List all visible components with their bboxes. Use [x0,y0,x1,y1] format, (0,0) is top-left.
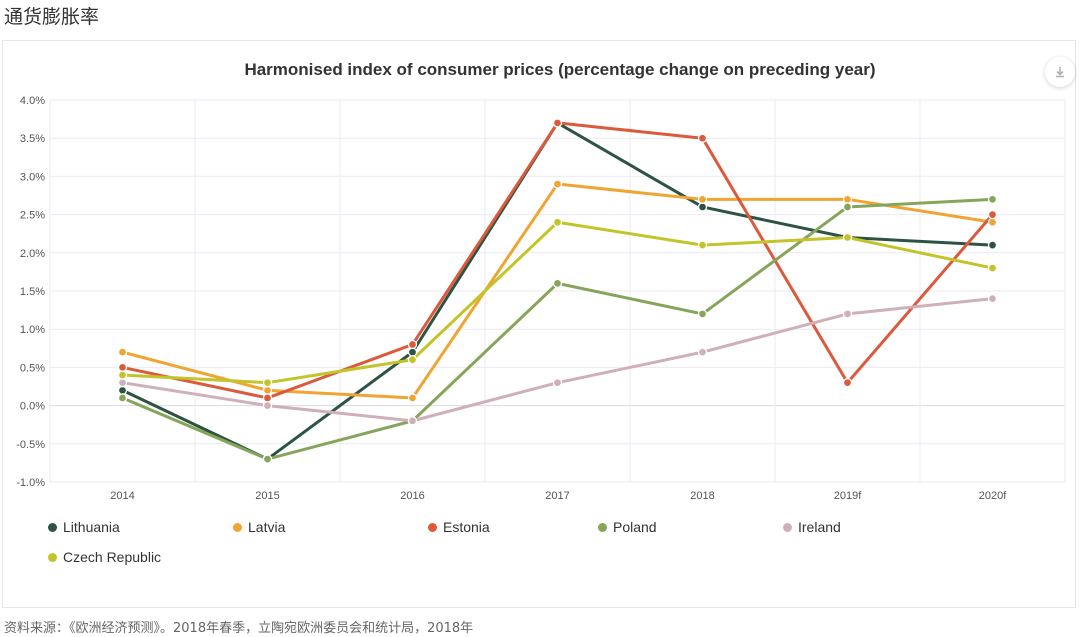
legend-item-latvia[interactable]: Latvia [233,519,285,535]
legend-item-czech-republic[interactable]: Czech Republic [48,549,161,565]
legend: Lithuania Latvia Estonia Poland Ireland Czech… [48,519,1068,579]
data-point-estonia [552,118,563,128]
data-point-ireland [407,416,418,426]
x-tick-label: 2014 [110,490,134,502]
data-point-estonia [842,378,853,388]
data-point-ireland [262,400,273,411]
x-tick-label: 2018 [690,490,714,502]
legend-label: Lithuania [63,519,120,535]
data-point-latvia [697,194,708,204]
legend-marker-icon [428,522,437,532]
series-line-ireland [122,297,993,423]
y-tick-label: -0.5% [16,439,45,451]
y-tick-label: 1.5% [20,286,45,298]
data-point-latvia [407,393,418,403]
source-note: 资料来源：《欧洲经济预测》。2018年春季，立陶宛欧洲委员会和统计局，2018年 [4,621,474,636]
data-point-poland [117,393,128,403]
data-point-czech-republic [117,370,128,380]
x-tick-label: 2016 [400,490,424,502]
data-point-latvia [262,385,273,395]
legend-marker-icon [783,522,792,532]
data-point-latvia [842,194,853,204]
data-point-czech-republic [987,263,998,273]
data-point-ireland [842,309,853,319]
y-tick-label: 4.0% [20,95,45,107]
download-button[interactable] [1045,57,1075,87]
y-tick-label: 0.0% [20,401,45,413]
legend-item-ireland[interactable]: Ireland [783,519,841,535]
y-tick-label: 3.5% [20,133,45,145]
legend-label: Ireland [798,519,841,535]
data-point-lithuania [697,202,708,212]
data-point-estonia [117,362,128,373]
x-tick-label: 2020f [979,490,1007,502]
x-tick-label: 2015 [255,490,279,502]
y-tick-label: 2.5% [20,210,45,222]
legend-item-lithuania[interactable]: Lithuania [48,519,120,535]
y-tick-label: 0.5% [20,362,45,374]
legend-marker-icon [598,522,607,532]
legend-label: Czech Republic [63,549,162,565]
data-point-ireland [552,378,563,388]
series-line-czech-republic [122,220,993,385]
data-point-estonia [987,209,998,220]
data-point-czech-republic [262,378,273,388]
y-tick-label: 1.0% [20,324,45,336]
data-point-poland [262,454,273,464]
data-point-estonia [407,339,418,350]
data-point-poland [987,194,998,204]
data-point-poland [697,309,708,319]
legend-label: Latvia [248,519,286,535]
data-point-ireland [697,347,708,357]
data-point-latvia [117,347,128,357]
data-point-czech-republic [552,217,563,227]
legend-marker-icon [48,522,57,532]
data-point-estonia [262,393,273,403]
legend-label: Estonia [443,519,490,535]
data-point-latvia [552,179,563,189]
y-tick-label: 2.0% [20,248,45,260]
data-point-ireland [987,293,998,304]
data-point-czech-republic [842,232,853,243]
data-point-czech-republic [407,355,418,365]
x-tick-label: 2017 [545,490,569,502]
data-point-poland [842,202,853,212]
data-point-ireland [117,378,128,388]
data-point-lithuania [117,385,128,395]
series-line-estonia [122,121,994,400]
data-point-estonia [697,133,708,143]
data-point-latvia [987,217,998,227]
y-tick-label: -1.0% [16,477,45,489]
data-point-lithuania [987,240,998,250]
data-point-poland [552,278,563,289]
chart-title: Harmonised index of consumer prices (per… [244,60,876,79]
legend-item-estonia[interactable]: Estonia [428,519,490,535]
data-point-lithuania [407,347,418,357]
x-tick-label: 2019f [834,490,862,502]
data-point-czech-republic [697,240,708,250]
legend-label: Poland [613,519,657,535]
legend-marker-icon [48,552,57,562]
legend-marker-icon [233,522,242,532]
y-tick-label: 3.0% [20,171,45,183]
page-title: 通货膨胀率 [4,6,100,28]
download-icon [1056,67,1064,78]
legend-item-poland[interactable]: Poland [598,519,657,535]
